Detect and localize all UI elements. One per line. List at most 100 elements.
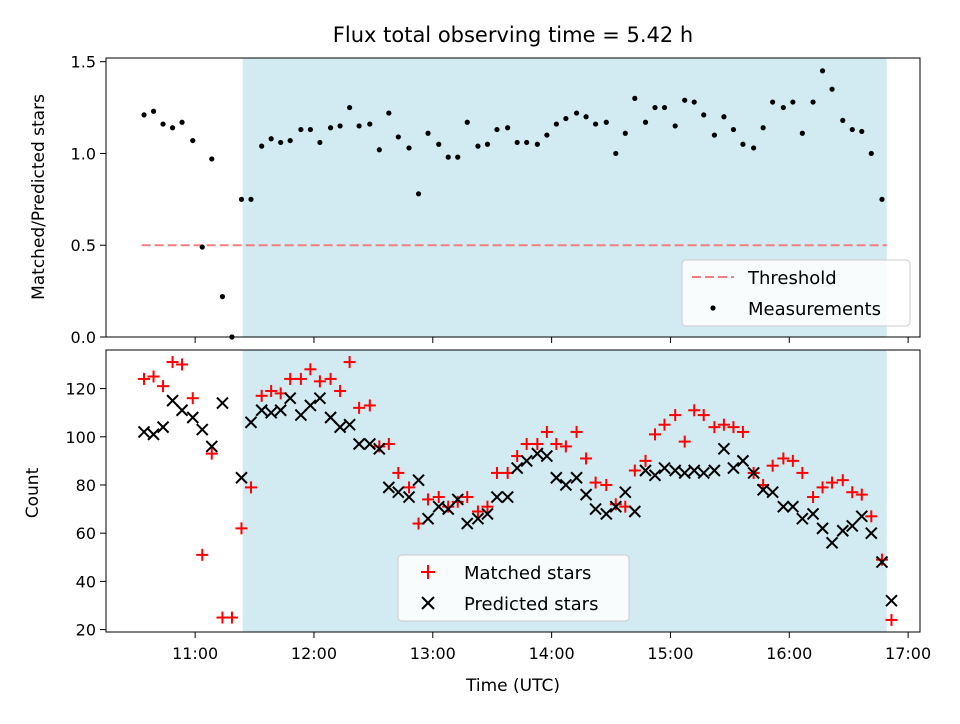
matched-star-point	[559, 440, 572, 453]
measurement-point	[209, 156, 215, 162]
y-tick-label: 0.0	[71, 328, 96, 347]
predicted-star-point	[727, 461, 740, 475]
x-tick-label: 12:00	[291, 644, 337, 663]
measurement-point	[810, 99, 816, 105]
matched-star-point	[481, 500, 494, 513]
measurement-point	[780, 104, 786, 111]
matched-star-point	[147, 370, 160, 383]
y-tick-label: 60	[76, 524, 96, 543]
measurement-point	[879, 196, 885, 202]
measurement-point	[573, 110, 580, 116]
predicted-star-point	[352, 437, 366, 451]
matched-star-point	[403, 481, 416, 494]
predicted-star-point	[461, 517, 474, 530]
measurement-point	[661, 104, 668, 111]
bottom-axes-frame	[105, 349, 921, 633]
y-tick-label: 1.5	[71, 53, 96, 72]
chart-title: Flux total observing time = 5.42 h	[333, 23, 693, 47]
predicted-star-point	[421, 512, 435, 525]
measurement-point	[524, 139, 530, 146]
matched-star-point	[875, 553, 888, 566]
predicted-star-point	[442, 502, 455, 516]
measurement-point	[622, 130, 628, 136]
predicted-star-point	[658, 461, 671, 475]
measurement-point	[592, 121, 599, 127]
matched-star-point	[717, 418, 730, 431]
matched-star-point	[451, 495, 464, 508]
matched-star-point	[649, 428, 662, 441]
bottom-legend-box	[397, 554, 630, 622]
predicted-star-point	[846, 519, 859, 533]
predicted-star-point	[392, 485, 405, 499]
predicted-star-point	[216, 396, 229, 410]
matched-star-point	[766, 459, 779, 472]
predicted-star-point	[756, 483, 770, 497]
measurement-point	[730, 126, 737, 133]
measurement-point	[790, 99, 796, 105]
matched-star-point	[294, 372, 307, 385]
matched-star-point	[855, 488, 868, 501]
predicted-star-point	[648, 469, 662, 482]
matched-star-point	[816, 481, 829, 494]
matched-star-point	[570, 425, 583, 438]
measurement-point	[563, 115, 569, 122]
matched-star-point	[600, 478, 613, 491]
matched-star-point	[697, 409, 710, 422]
predicted-star-point	[274, 404, 287, 417]
predicted-star-point	[283, 391, 297, 405]
matched-star-point	[422, 493, 435, 506]
matched-star-point	[736, 425, 749, 438]
matched-star-point	[196, 548, 209, 561]
measurement-point	[141, 112, 147, 118]
measurement-point	[455, 154, 461, 160]
predicted-star-point	[816, 522, 829, 535]
matched-star-point	[628, 464, 641, 477]
matched-star-point	[176, 358, 189, 371]
matched-star-point	[265, 384, 278, 397]
bottom-legend: Matched stars Predicted stars	[397, 554, 630, 622]
measurement-point	[150, 108, 157, 114]
top-legend-box	[681, 259, 911, 327]
predicted-star-point	[796, 512, 809, 525]
matched-star-point	[490, 466, 503, 479]
measurement-point	[190, 137, 196, 144]
y-tick-label: 1.0	[71, 144, 96, 163]
matched-star-point	[442, 500, 455, 513]
measurement-point	[376, 147, 382, 153]
predicted-star-point	[166, 394, 179, 407]
predicted-star-point	[579, 488, 593, 501]
measurement-point	[721, 114, 727, 120]
predicted-star-point	[196, 423, 209, 436]
measurement-point	[819, 68, 826, 74]
predicted-star-point	[836, 524, 849, 537]
measurement-point	[642, 119, 649, 125]
matched-star-point	[432, 491, 445, 504]
y-tick-label: 0.5	[71, 236, 96, 255]
predicted-star-point	[402, 490, 416, 504]
predicted-star-point	[619, 485, 632, 499]
predicted-star-point	[363, 437, 377, 451]
measurement-point	[169, 125, 176, 131]
measurement-point	[436, 141, 442, 147]
measurement-point	[219, 294, 226, 300]
predicted-star-point	[559, 478, 573, 492]
matched-star-point	[392, 466, 405, 479]
measurement-point	[514, 139, 520, 146]
matched-star-point	[284, 372, 297, 385]
matched-star-point	[324, 372, 337, 385]
measurement-point	[199, 244, 205, 250]
measurement-point	[859, 128, 865, 135]
measurement-point	[475, 143, 481, 149]
predicted-star-point	[520, 454, 533, 468]
matched-star-point	[836, 474, 849, 487]
predicted-star-point	[255, 404, 268, 417]
predicted-star-point	[471, 512, 485, 525]
measurement-point	[278, 139, 284, 146]
measurement-point	[248, 196, 254, 202]
measurement-point	[317, 139, 323, 146]
measurement-point	[840, 117, 846, 124]
measurements-legend-marker	[710, 305, 716, 311]
bottom-y-axis-label: Count	[23, 467, 43, 518]
matched-star-point	[865, 510, 878, 523]
